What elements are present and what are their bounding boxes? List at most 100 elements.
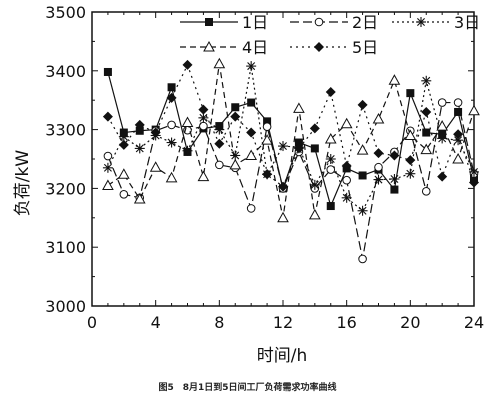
data-point bbox=[278, 141, 288, 152]
y-tick-label: 3100 bbox=[45, 238, 86, 257]
legend-label: 1日 bbox=[242, 13, 268, 32]
data-point bbox=[309, 179, 320, 190]
legend-label: 5日 bbox=[352, 38, 378, 57]
series-line bbox=[107, 63, 475, 218]
legend-marker bbox=[314, 42, 324, 52]
data-point bbox=[262, 122, 272, 131]
x-tick-label: 24 bbox=[464, 313, 484, 332]
data-point bbox=[358, 254, 367, 264]
legend-marker bbox=[416, 17, 426, 27]
data-point bbox=[309, 123, 320, 134]
data-point bbox=[262, 169, 273, 180]
x-tick-label: 0 bbox=[87, 313, 97, 332]
data-point bbox=[405, 168, 416, 179]
legend-label: 3日 bbox=[454, 13, 480, 32]
data-point bbox=[214, 124, 225, 135]
data-point bbox=[421, 75, 432, 86]
data-point bbox=[357, 99, 368, 110]
data-point bbox=[181, 116, 194, 128]
data-point bbox=[277, 211, 289, 223]
data-point bbox=[437, 133, 448, 144]
data-point bbox=[198, 104, 209, 115]
data-point bbox=[404, 129, 417, 140]
data-point bbox=[468, 104, 480, 116]
data-point bbox=[293, 102, 305, 113]
data-point bbox=[358, 171, 367, 180]
legend-marker bbox=[205, 18, 213, 26]
data-point bbox=[135, 126, 144, 135]
legend-label: 4日 bbox=[242, 38, 268, 57]
data-point bbox=[421, 106, 432, 117]
data-point bbox=[405, 155, 416, 166]
data-point bbox=[374, 162, 383, 172]
x-tick-label: 12 bbox=[273, 313, 293, 332]
figure-caption: 图5 8月1日到5日间工厂负荷需求功率曲线 bbox=[158, 383, 337, 393]
data-point bbox=[230, 111, 241, 122]
y-axis: 3000 3100 3200 3300 3400 3500 bbox=[45, 3, 474, 316]
data-point bbox=[182, 59, 193, 70]
y-tick-label: 3000 bbox=[45, 297, 86, 316]
x-tick-label: 4 bbox=[151, 313, 161, 332]
legend-label: 2日 bbox=[352, 13, 378, 32]
data-point bbox=[103, 151, 113, 161]
data-point bbox=[293, 143, 304, 154]
data-point bbox=[325, 86, 336, 97]
legend: 1日 2日 3日 4日 5日 bbox=[180, 13, 480, 57]
data-point bbox=[182, 145, 193, 156]
legend-marker bbox=[203, 40, 215, 52]
data-point bbox=[102, 111, 113, 122]
data-point bbox=[469, 177, 479, 188]
data-point bbox=[165, 171, 178, 183]
data-point bbox=[103, 67, 112, 76]
data-point bbox=[389, 150, 400, 161]
data-point bbox=[437, 98, 447, 107]
x-axis-label: 时间/h bbox=[257, 346, 308, 366]
data-point bbox=[102, 162, 113, 173]
series-line bbox=[107, 63, 475, 188]
data-point bbox=[357, 205, 368, 216]
series-line bbox=[107, 71, 475, 208]
data-point bbox=[246, 127, 257, 138]
data-point bbox=[134, 143, 145, 154]
data-point bbox=[166, 92, 177, 103]
data-point bbox=[373, 148, 384, 159]
data-point bbox=[118, 139, 129, 150]
series-line bbox=[107, 65, 475, 212]
data-point bbox=[214, 138, 225, 149]
data-point bbox=[326, 202, 335, 211]
data-point bbox=[149, 161, 162, 172]
x-tick-label: 20 bbox=[400, 313, 420, 332]
data-point bbox=[390, 185, 399, 194]
data-point bbox=[247, 98, 256, 107]
data-point bbox=[372, 112, 385, 124]
data-point bbox=[421, 187, 431, 196]
data-point bbox=[215, 160, 224, 170]
data-point bbox=[453, 129, 464, 140]
x-tick-label: 8 bbox=[214, 313, 224, 332]
x-axis: 0 4 8 12 16 20 24 bbox=[87, 12, 484, 332]
data-point bbox=[310, 144, 319, 153]
data-point bbox=[454, 107, 463, 116]
data-point bbox=[324, 132, 337, 144]
data-point bbox=[340, 117, 353, 129]
data-point bbox=[117, 168, 130, 179]
data-point bbox=[150, 127, 161, 138]
data-point bbox=[102, 179, 114, 190]
data-point bbox=[119, 189, 129, 199]
data-point bbox=[278, 181, 288, 192]
legend-marker bbox=[314, 17, 324, 27]
legend-item: 1日 bbox=[180, 13, 268, 32]
data-point bbox=[453, 98, 463, 107]
data-point bbox=[167, 120, 176, 130]
data-point bbox=[166, 137, 177, 148]
legend-item: 4日 bbox=[180, 38, 268, 57]
data-point bbox=[420, 143, 433, 155]
series-4 bbox=[102, 57, 480, 223]
legend-item: 2日 bbox=[290, 13, 378, 32]
data-point bbox=[246, 204, 256, 213]
y-tick-label: 3300 bbox=[45, 121, 86, 140]
series-line bbox=[107, 101, 475, 260]
data-point bbox=[436, 120, 449, 131]
data-point bbox=[246, 61, 257, 72]
data-point bbox=[133, 192, 146, 204]
